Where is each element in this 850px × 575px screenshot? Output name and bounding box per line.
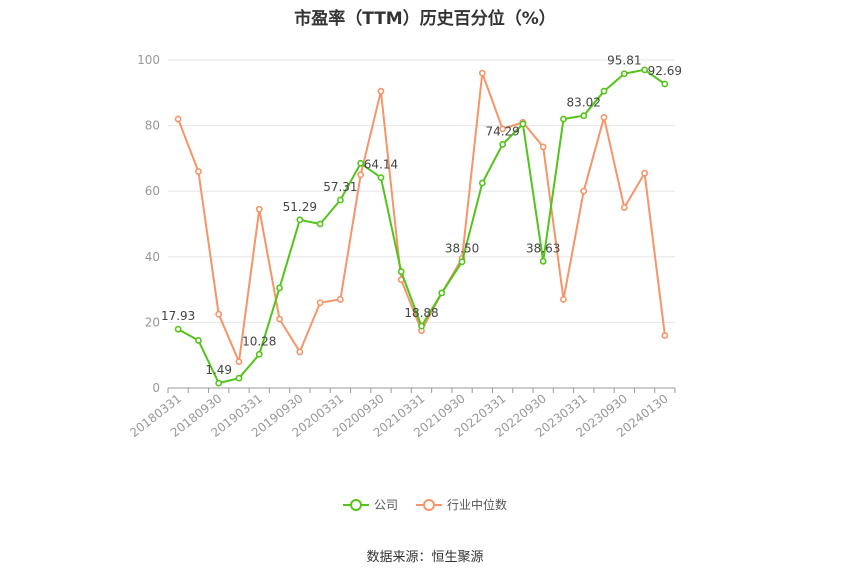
data-label: 1.49 [205, 363, 232, 377]
data-point-industry-median [641, 169, 648, 177]
data-point-industry-median [174, 115, 182, 123]
data-point-company [438, 289, 446, 297]
data-point-industry-median [255, 205, 263, 213]
y-tick-label: 20 [145, 315, 160, 329]
chart-title: 市盈率（TTM）历史百分位（%） [294, 9, 556, 29]
y-tick-label: 100 [137, 53, 160, 67]
data-point-company [336, 196, 344, 204]
data-point-industry-median [661, 332, 669, 339]
data-point-industry-median [620, 204, 628, 211]
data-point-industry-median [235, 358, 243, 366]
data-point-company [499, 140, 507, 148]
legend-label-company: 公司 [373, 498, 398, 512]
legend-marker-company [349, 498, 362, 511]
data-label: 95.81 [607, 54, 641, 68]
legend-swatch-industry-median [416, 498, 442, 512]
data-label: 18.88 [404, 306, 438, 320]
data-point-industry-median [499, 125, 507, 133]
data-label: 38.50 [445, 242, 479, 256]
data-point-company [357, 159, 365, 167]
data-point-company [478, 179, 486, 187]
data-point-industry-median [195, 168, 202, 175]
data-point-company [519, 120, 527, 128]
data-point-company [235, 374, 243, 382]
legend-swatch-company [342, 498, 369, 512]
data-point-company [580, 112, 588, 120]
legend-item-industry-median[interactable]: 行业中位数 [416, 496, 507, 513]
data-point-industry-median [296, 348, 304, 356]
data-point-company [296, 216, 304, 224]
data-point-company [174, 325, 182, 333]
data-label: 92.69 [648, 64, 682, 78]
data-label: 64.14 [364, 158, 398, 172]
legend-marker-industry-median [423, 498, 435, 511]
data-label: 74.29 [485, 124, 519, 138]
data-point-industry-median [215, 310, 223, 318]
data-label: 51.29 [283, 200, 317, 214]
data-point-industry-median [377, 87, 385, 95]
data-point-company [418, 322, 425, 330]
data-point-company [539, 257, 547, 265]
data-point-company [255, 350, 263, 358]
y-tick-label: 60 [145, 184, 160, 198]
data-point-industry-median [600, 114, 608, 121]
data-point-company [397, 268, 405, 275]
data-label: 10.28 [242, 334, 276, 348]
data-point-company [620, 70, 628, 78]
data-label: 17.93 [161, 309, 195, 323]
data-point-industry-median [316, 299, 324, 307]
data-point-industry-median [276, 315, 283, 323]
data-point-industry-median [560, 296, 567, 303]
data-point-company [195, 337, 202, 344]
data-point-company [316, 220, 324, 228]
legend-item-company[interactable]: 公司 [342, 496, 398, 513]
y-tick-label: 80 [145, 119, 160, 133]
legend-label-industry-median: 行业中位数 [447, 498, 508, 512]
data-point-company [215, 379, 223, 387]
y-tick-label: 0 [152, 381, 160, 395]
data-label: 83.02 [567, 96, 601, 110]
data-point-industry-median [580, 187, 588, 195]
data-point-company [641, 66, 648, 74]
data-point-company [276, 284, 283, 292]
data-label: 38.63 [526, 241, 560, 255]
data-point-company [661, 80, 669, 88]
chart-legend: 公司 行业中位数 [0, 496, 850, 513]
data-point-industry-median [539, 143, 547, 151]
data-point-company [377, 174, 385, 182]
data-point-industry-median [336, 296, 344, 303]
data-point-industry-median [357, 171, 365, 179]
data-point-company [560, 115, 567, 123]
data-point-industry-median [478, 69, 486, 77]
y-tick-label: 40 [145, 250, 160, 264]
data-label: 57.31 [323, 180, 357, 194]
data-point-company [600, 87, 608, 95]
data-source: 数据来源：恒生聚源 [366, 550, 484, 565]
data-point-company [458, 258, 466, 266]
